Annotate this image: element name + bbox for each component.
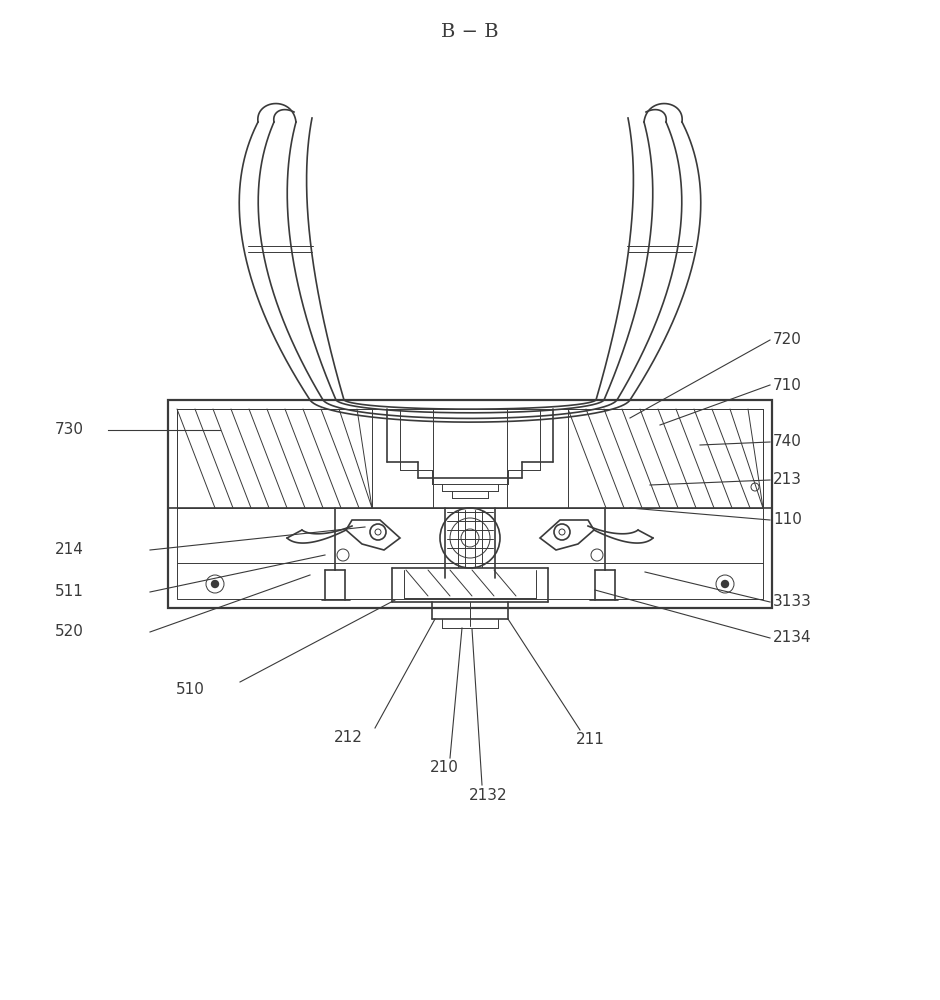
Text: 511: 511: [55, 584, 84, 599]
Text: 110: 110: [773, 512, 802, 528]
Circle shape: [212, 580, 218, 587]
Text: 2132: 2132: [469, 788, 508, 802]
Text: 214: 214: [55, 542, 84, 558]
Text: 212: 212: [334, 730, 363, 746]
Text: 710: 710: [773, 377, 802, 392]
Text: 720: 720: [773, 332, 802, 348]
Text: 211: 211: [575, 732, 604, 748]
Text: 213: 213: [773, 473, 802, 488]
Text: 740: 740: [773, 434, 802, 450]
Text: 510: 510: [176, 682, 204, 698]
Text: 2134: 2134: [773, 631, 811, 646]
Text: B − B: B − B: [441, 23, 499, 41]
Text: 730: 730: [55, 422, 84, 438]
Text: 520: 520: [55, 624, 84, 640]
Text: 3133: 3133: [773, 594, 812, 609]
Circle shape: [722, 580, 728, 587]
Text: 210: 210: [430, 760, 459, 776]
